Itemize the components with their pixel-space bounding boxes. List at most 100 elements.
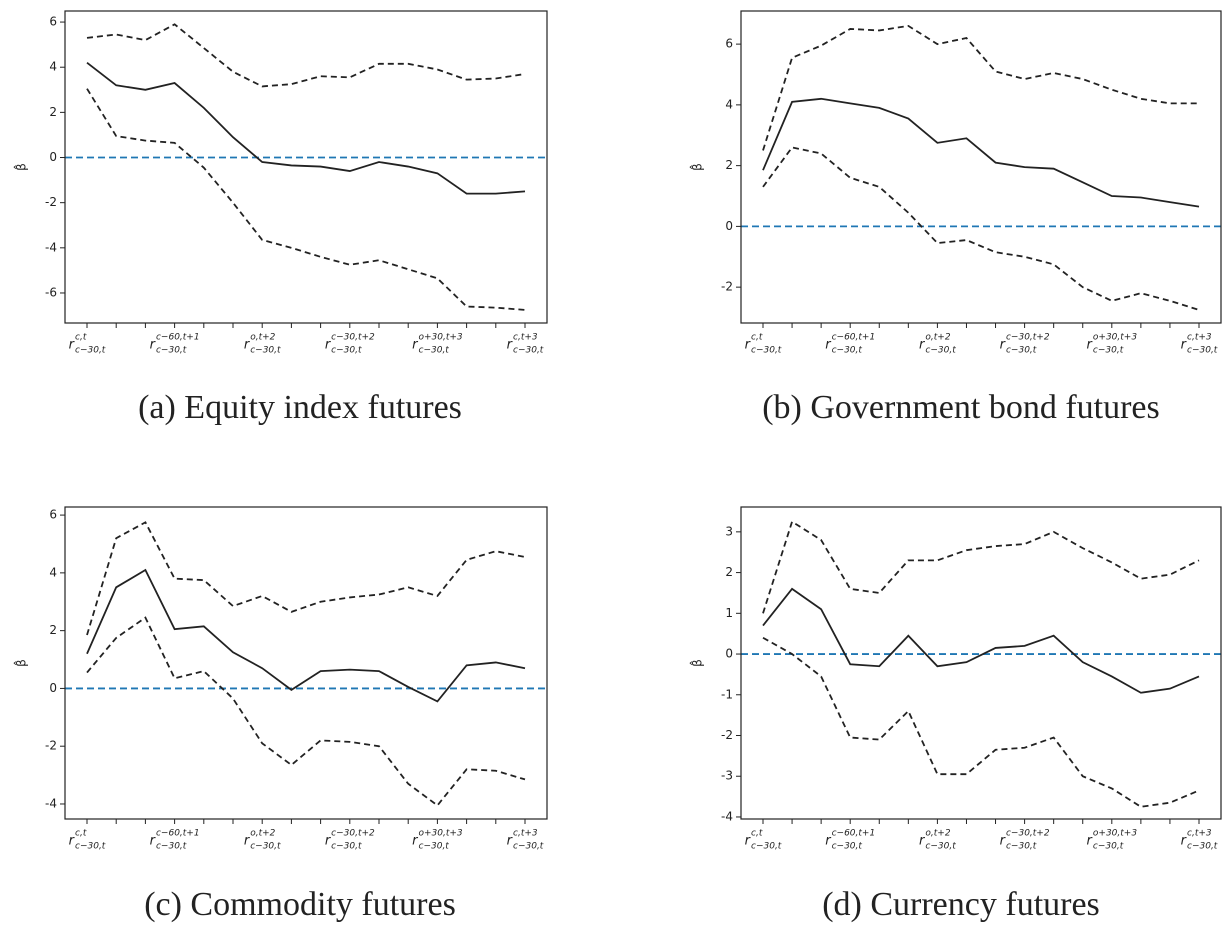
y-tick-label: 6 [49, 15, 57, 29]
x-tick-sub: c−30,t [751, 346, 782, 356]
x-tick-label: r c,t c−30,t [69, 829, 106, 852]
x-tick-label: r o+30,t+3 c−30,t [1087, 333, 1138, 356]
x-tick-sup: o+30,t+3 [419, 829, 463, 839]
x-tick-sub: c−30,t [156, 346, 187, 356]
x-tick-sub: c−30,t [1187, 842, 1218, 852]
x-tick-label: r c,t+3 c−30,t [1181, 829, 1218, 852]
x-tick-sub: c−30,t [419, 842, 450, 852]
x-tick-sub: c−30,t [925, 842, 956, 852]
x-tick-symbol: r [919, 834, 926, 849]
x-tick-sup: o+30,t+3 [419, 333, 463, 343]
x-tick-sub: c−30,t [75, 346, 106, 356]
caption: (d) Currency futures [822, 886, 1100, 923]
y-tick-label: 2 [49, 105, 57, 119]
x-tick-sub: c−30,t [832, 346, 863, 356]
series-line [86, 23, 526, 88]
x-tick-label: r o,t+2 c−30,t [244, 829, 281, 852]
series-line [86, 616, 526, 807]
x-tick-sup: c,t [75, 333, 87, 343]
x-tick-sub: c−30,t [419, 346, 450, 356]
y-axis-label: β̂ [12, 163, 28, 171]
x-tick-label: r c−30,t+2 c−30,t [325, 829, 375, 852]
x-tick-sup: c−30,t+2 [331, 829, 375, 839]
y-tick-label: 6 [49, 508, 57, 522]
x-tick-symbol: r [1181, 338, 1188, 353]
y-tick-label: -4 [45, 240, 57, 254]
series-line [86, 568, 526, 703]
x-tick-label: r c,t c−30,t [745, 829, 782, 852]
y-tick-label: -6 [45, 285, 57, 299]
y-tick-label: -4 [721, 809, 733, 823]
x-tick-label: r c,t+3 c−30,t [507, 333, 544, 356]
series-line [86, 61, 526, 195]
x-tick-label: r c−30,t+2 c−30,t [325, 333, 375, 356]
y-tick-label: 4 [725, 97, 733, 111]
y-tick-label: 3 [725, 524, 733, 538]
y-axis-label: β̂ [688, 163, 704, 171]
x-tick-label: r o+30,t+3 c−30,t [1087, 829, 1138, 852]
axes-frame [740, 10, 1222, 324]
x-tick-symbol: r [1181, 834, 1188, 849]
x-tick-sup: c,t [751, 333, 763, 343]
x-tick-sub: c−30,t [1093, 842, 1124, 852]
x-tick-symbol: r [244, 338, 251, 353]
x-tick-sup: c−60,t+1 [832, 829, 876, 839]
x-tick-sup: o,t+2 [250, 829, 275, 839]
y-tick-label: 2 [49, 623, 57, 637]
x-tick-label: r o,t+2 c−30,t [919, 829, 956, 852]
y-tick-label: 0 [49, 681, 57, 695]
y-tick-label: 4 [49, 565, 57, 579]
y-tick-label: 1 [725, 606, 733, 620]
x-tick-symbol: r [825, 338, 832, 353]
series-line [762, 97, 1200, 208]
x-tick-symbol: r [1000, 834, 1007, 849]
x-tick-sup: o,t+2 [925, 829, 950, 839]
x-tick-sup: c−30,t+2 [331, 333, 375, 343]
x-tick-symbol: r [745, 834, 752, 849]
x-tick-symbol: r [507, 338, 514, 353]
x-tick-symbol: r [825, 834, 832, 849]
axes-frame [64, 506, 548, 820]
x-tick-sub: c−30,t [1093, 346, 1124, 356]
x-tick-sup: c,t [751, 829, 763, 839]
y-tick-label: 0 [725, 219, 733, 233]
x-tick-label: r c,t c−30,t [745, 333, 782, 356]
x-tick-label: r o,t+2 c−30,t [919, 333, 956, 356]
x-tick-label: r c−30,t+2 c−30,t [1000, 333, 1050, 356]
x-tick-label: r c−30,t+2 c−30,t [1000, 829, 1050, 852]
x-tick-symbol: r [244, 834, 251, 849]
x-tick-sup: c−60,t+1 [832, 333, 876, 343]
x-tick-symbol: r [69, 338, 76, 353]
x-tick-sub: c−30,t [751, 842, 782, 852]
x-tick-sup: c,t+3 [513, 829, 538, 839]
y-tick-label: 2 [725, 158, 733, 172]
x-tick-sup: c,t+3 [1187, 333, 1212, 343]
series-line [762, 520, 1200, 614]
x-tick-sub: c−30,t [513, 842, 544, 852]
x-tick-sub: c−30,t [250, 842, 281, 852]
series-line [762, 587, 1200, 694]
y-tick-label: -2 [45, 739, 57, 753]
x-tick-symbol: r [325, 338, 332, 353]
axes-frame [64, 10, 548, 324]
y-tick-label: -4 [45, 796, 57, 810]
x-tick-sub: c−30,t [1006, 346, 1037, 356]
x-tick-symbol: r [507, 834, 514, 849]
x-tick-label: r c−60,t+1 c−30,t [825, 829, 875, 852]
x-tick-sup: o,t+2 [925, 333, 950, 343]
x-tick-sub: c−30,t [1006, 842, 1037, 852]
caption: (c) Commodity futures [144, 886, 456, 923]
x-tick-sup: c,t+3 [1187, 829, 1212, 839]
x-tick-label: r c−60,t+1 c−30,t [150, 829, 200, 852]
y-tick-label: 0 [49, 150, 57, 164]
x-tick-symbol: r [412, 834, 419, 849]
x-tick-sub: c−30,t [832, 842, 863, 852]
x-tick-symbol: r [745, 338, 752, 353]
x-tick-sup: c,t [75, 829, 87, 839]
series-line [86, 521, 526, 636]
x-tick-sup: c−60,t+1 [156, 333, 200, 343]
x-tick-symbol: r [150, 834, 157, 849]
y-axis-label: β̂ [12, 659, 28, 667]
x-tick-symbol: r [1000, 338, 1007, 353]
